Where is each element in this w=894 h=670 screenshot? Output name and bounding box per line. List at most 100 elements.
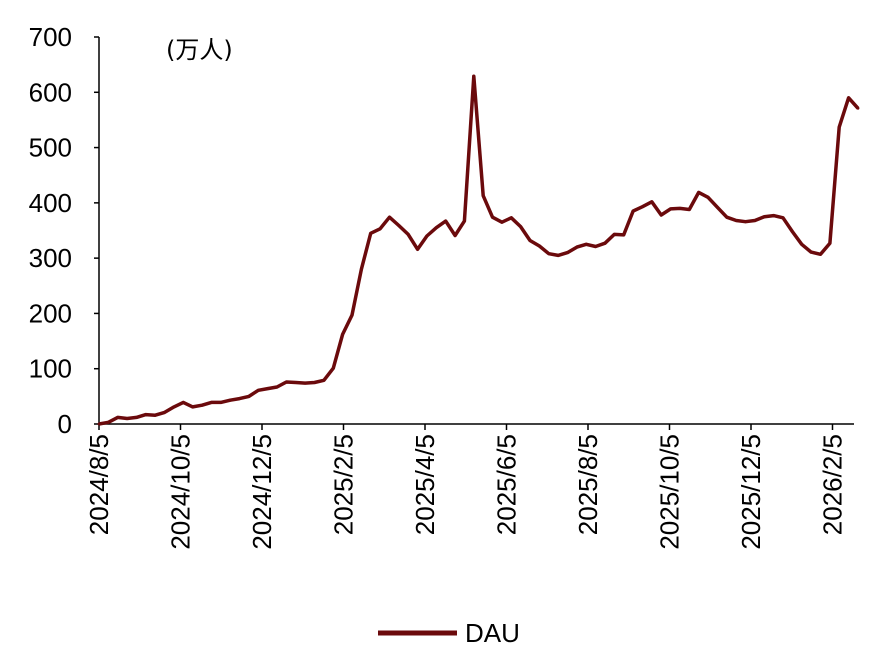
data-point [603, 241, 607, 245]
data-point [650, 200, 654, 204]
x-tick-label: 2025/10/5 [655, 434, 685, 550]
x-tick-label: 2025/4/5 [410, 434, 440, 535]
data-point [228, 398, 232, 402]
data-point [247, 395, 251, 398]
series-layer [97, 74, 860, 426]
data-point [453, 234, 457, 237]
data-point [378, 227, 382, 231]
data-point [491, 215, 494, 219]
x-tick-label: 2025/8/5 [573, 434, 603, 535]
x-tick-label: 2024/10/5 [166, 434, 196, 550]
data-point [219, 401, 223, 404]
y-tick-label: 400 [29, 188, 72, 218]
data-point [416, 247, 419, 251]
data-point [144, 413, 148, 416]
data-point [847, 96, 850, 100]
data-point [837, 125, 841, 129]
data-point [135, 416, 138, 419]
data-point [97, 422, 101, 426]
data-point [191, 405, 195, 409]
data-point [341, 333, 344, 336]
data-point [706, 195, 710, 199]
data-point [856, 106, 860, 110]
data-point [791, 230, 794, 234]
y-tick-label: 200 [29, 298, 72, 328]
x-tick-label: 2026/2/5 [818, 434, 848, 535]
data-point [172, 405, 176, 409]
data-point [107, 420, 110, 424]
data-point [163, 411, 167, 414]
data-point [406, 233, 410, 236]
data-point [547, 252, 551, 256]
data-point [772, 214, 775, 218]
x-axis: 2024/8/5 2024/10/5 2024/12/5 2025/2/5 2025/4… [84, 423, 854, 550]
y-tick-label: 600 [29, 77, 72, 107]
data-point [556, 254, 560, 257]
y-tick-label: 700 [29, 22, 72, 52]
x-tick-label: 2024/12/5 [247, 434, 277, 550]
data-point [622, 233, 626, 237]
data-point [350, 313, 354, 317]
data-point [753, 219, 757, 222]
data-point [388, 215, 391, 219]
data-point [500, 220, 504, 224]
data-point [538, 244, 541, 248]
data-point [256, 388, 260, 392]
data-point [809, 250, 813, 254]
y-tick-label: 500 [29, 133, 72, 163]
data-point [313, 381, 316, 384]
data-point [725, 215, 729, 219]
data-point [125, 417, 129, 420]
y-tick-label: 100 [29, 354, 72, 384]
data-point [744, 220, 747, 224]
data-point [612, 233, 616, 236]
series-line-dau [98, 74, 860, 426]
data-point [397, 224, 401, 227]
data-point [238, 397, 241, 400]
data-point [687, 208, 691, 211]
data-point [369, 231, 373, 235]
legend-label-dau: DAU [465, 618, 520, 648]
data-point [322, 378, 326, 382]
data-point [116, 416, 120, 419]
y-tick-label: 300 [29, 243, 72, 273]
data-point [584, 242, 588, 246]
data-point [463, 219, 466, 223]
data-point [631, 209, 635, 213]
data-point [303, 381, 307, 385]
x-tick-label: 2025/2/5 [329, 434, 359, 535]
data-point [678, 207, 682, 210]
data-point [434, 226, 438, 230]
data-point [697, 191, 701, 194]
data-point [716, 205, 719, 209]
data-point [210, 401, 213, 404]
data-point [762, 215, 766, 219]
data-point [294, 381, 298, 384]
data-point [425, 234, 429, 238]
data-point [444, 219, 448, 223]
data-point [669, 207, 672, 211]
data-point [641, 205, 644, 209]
data-point [566, 251, 569, 255]
data-point [481, 194, 485, 198]
data-point [594, 245, 597, 248]
data-point [734, 219, 738, 222]
y-axis: 0 100 200 300 400 500 600 700 [29, 22, 100, 439]
data-point [509, 216, 513, 220]
data-point [153, 413, 157, 417]
data-point [659, 213, 663, 217]
data-point [275, 385, 279, 389]
data-point [266, 387, 270, 390]
data-point [528, 239, 532, 242]
data-point [360, 267, 363, 271]
data-point [200, 403, 204, 407]
y-unit-label: (万人) [166, 36, 233, 64]
x-tick-label: 2025/6/5 [492, 434, 522, 535]
data-point [575, 245, 579, 249]
data-point [181, 401, 185, 404]
x-tick-label: 2024/8/5 [84, 434, 114, 535]
legend: DAU [378, 618, 520, 648]
data-point [819, 252, 822, 256]
data-point [331, 366, 335, 370]
